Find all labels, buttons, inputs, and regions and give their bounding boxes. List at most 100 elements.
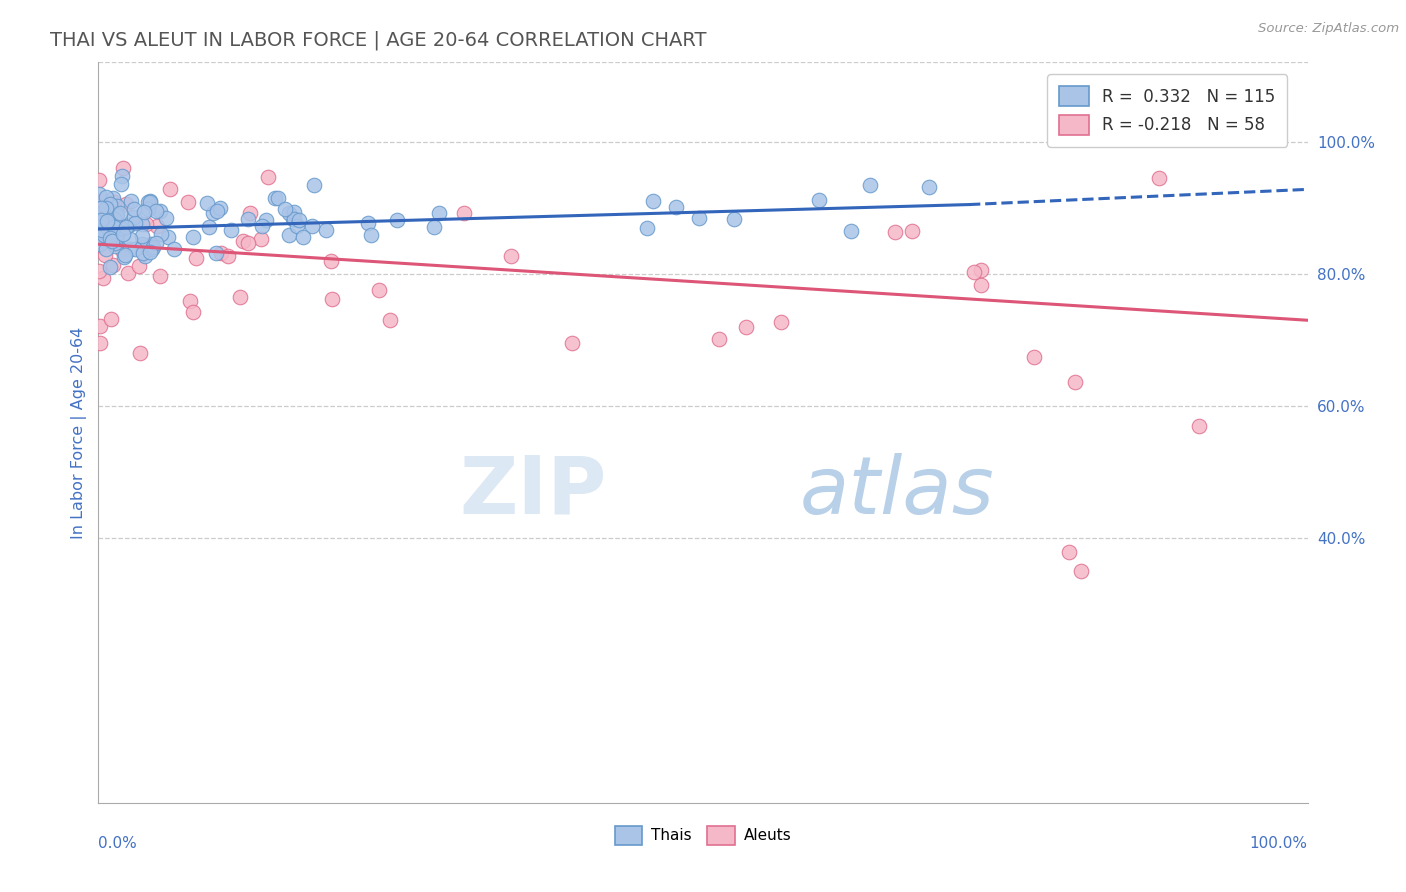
Point <box>1064 375 1087 389</box>
Point <box>90 212 112 227</box>
Text: 100.0%: 100.0% <box>1250 836 1308 851</box>
Point <box>122 202 145 217</box>
Point <box>110 243 132 257</box>
Point <box>499 249 522 263</box>
Point <box>969 278 991 293</box>
Point <box>202 206 225 220</box>
Point <box>115 219 138 234</box>
Point <box>89 335 111 350</box>
Point <box>136 195 159 210</box>
Legend: Thais, Aleuts: Thais, Aleuts <box>609 820 797 851</box>
Point <box>91 223 114 237</box>
Point <box>111 161 134 176</box>
Point <box>110 177 132 191</box>
Point <box>100 204 122 219</box>
Point <box>100 311 122 326</box>
Point <box>901 224 924 238</box>
Point <box>155 211 177 225</box>
Point <box>101 191 124 205</box>
Point <box>100 227 122 241</box>
Point <box>149 203 172 218</box>
Point <box>90 206 112 220</box>
Point <box>91 226 114 240</box>
Point <box>197 219 219 234</box>
Point <box>378 313 401 327</box>
Point <box>93 228 115 243</box>
Text: ZIP: ZIP <box>458 453 606 531</box>
Point <box>1057 544 1080 558</box>
Point <box>98 231 121 245</box>
Point <box>94 210 117 224</box>
Point <box>267 191 290 205</box>
Point <box>112 227 135 241</box>
Point <box>104 208 127 222</box>
Point <box>969 263 991 277</box>
Point <box>131 217 153 231</box>
Point <box>120 242 142 256</box>
Point <box>108 206 131 220</box>
Point <box>104 239 127 253</box>
Point <box>1070 565 1092 579</box>
Point <box>141 236 163 251</box>
Point <box>707 332 730 346</box>
Point <box>321 292 343 306</box>
Text: THAI VS ALEUT IN LABOR FORCE | AGE 20-64 CORRELATION CHART: THAI VS ALEUT IN LABOR FORCE | AGE 20-64… <box>51 30 707 50</box>
Point <box>254 213 277 227</box>
Point <box>238 236 260 251</box>
Point <box>103 231 125 245</box>
Point <box>105 199 128 213</box>
Text: atlas: atlas <box>800 453 994 531</box>
Point <box>112 250 135 264</box>
Point <box>104 235 127 250</box>
Point <box>159 182 181 196</box>
Point <box>105 207 128 221</box>
Point <box>229 290 252 304</box>
Point <box>1024 350 1046 364</box>
Point <box>149 268 172 283</box>
Point <box>149 227 172 241</box>
Point <box>124 242 146 256</box>
Point <box>918 179 941 194</box>
Point <box>561 336 583 351</box>
Point <box>723 212 745 227</box>
Point <box>90 201 112 215</box>
Point <box>91 271 114 285</box>
Point <box>315 223 337 237</box>
Point <box>283 212 305 227</box>
Point <box>87 214 110 228</box>
Point <box>89 237 111 252</box>
Point <box>96 225 118 239</box>
Point <box>100 202 122 217</box>
Point <box>103 194 125 209</box>
Point <box>100 225 122 239</box>
Y-axis label: In Labor Force | Age 20-64: In Labor Force | Age 20-64 <box>72 326 87 539</box>
Point <box>769 315 792 329</box>
Point <box>131 245 153 260</box>
Point <box>156 230 179 244</box>
Point <box>98 197 121 211</box>
Point <box>103 219 125 234</box>
Point <box>250 219 273 233</box>
Point <box>138 194 160 208</box>
Point <box>1187 419 1209 434</box>
Point <box>87 173 110 187</box>
Point <box>636 221 658 235</box>
Point <box>97 212 120 227</box>
Text: Source: ZipAtlas.com: Source: ZipAtlas.com <box>1258 22 1399 36</box>
Point <box>114 197 136 211</box>
Point <box>136 202 159 216</box>
Point <box>453 206 475 220</box>
Point <box>205 204 228 219</box>
Point <box>139 194 162 209</box>
Point <box>89 319 111 334</box>
Point <box>120 232 142 246</box>
Point <box>94 201 117 215</box>
Point <box>94 190 117 204</box>
Point <box>285 219 308 234</box>
Point <box>134 205 156 219</box>
Point <box>264 190 287 204</box>
Point <box>101 235 124 249</box>
Point <box>124 216 146 230</box>
Point <box>131 228 153 243</box>
Point <box>427 205 450 219</box>
